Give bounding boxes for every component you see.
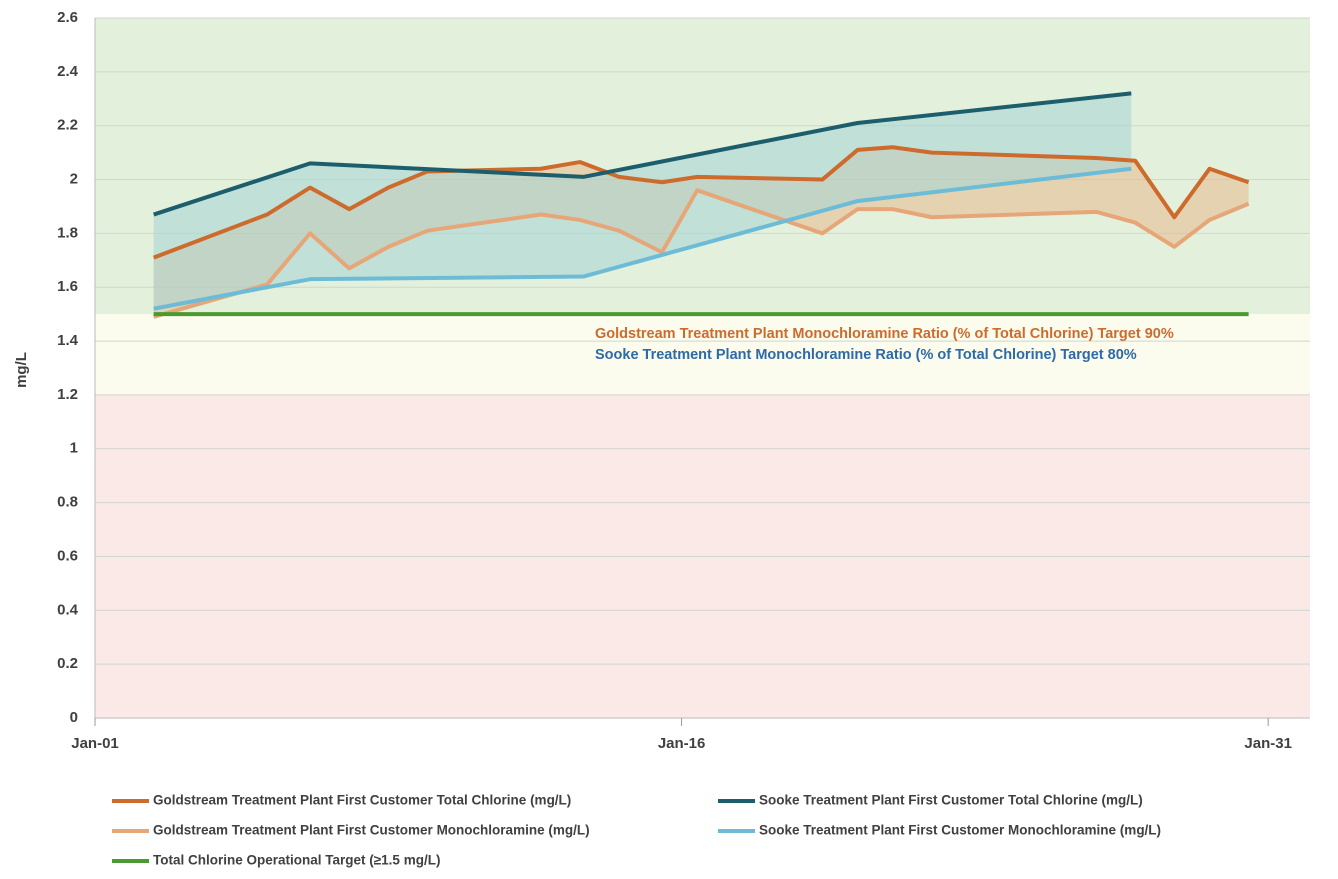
annotation: Sooke Treatment Plant Monochloramine Rat… xyxy=(595,347,1137,363)
y-tick-label: 1.2 xyxy=(57,386,78,403)
series-line xyxy=(152,145,1250,260)
legend-label: Sooke Treatment Plant First Customer Mon… xyxy=(759,823,1161,838)
x-tick-label: Jan-16 xyxy=(658,735,706,752)
y-tick-label: 2.6 xyxy=(57,9,78,26)
y-tick-label: 0.6 xyxy=(57,547,78,564)
y-tick-label: 1.6 xyxy=(57,278,78,295)
y-tick-label: 2.4 xyxy=(57,63,79,80)
x-tick-label: Jan-01 xyxy=(71,735,119,752)
y-tick-label: 0.8 xyxy=(57,494,78,511)
y-tick-label: 0.4 xyxy=(57,601,79,618)
y-tick-label: 2 xyxy=(70,171,78,188)
legend-label: Sooke Treatment Plant First Customer Tot… xyxy=(759,793,1143,808)
annotation: Goldstream Treatment Plant Monochloramin… xyxy=(595,326,1174,342)
y-tick-label: 1.4 xyxy=(57,332,79,349)
y-tick-label: 2.2 xyxy=(57,117,78,134)
series-line xyxy=(153,91,1132,217)
y-tick-label: 1.8 xyxy=(57,224,78,241)
legend-label: Goldstream Treatment Plant First Custome… xyxy=(153,793,571,808)
series-line xyxy=(153,188,1250,319)
background-band xyxy=(95,314,1310,395)
y-tick-label: 0 xyxy=(70,709,78,726)
legend-label: Total Chlorine Operational Target (≥1.5 … xyxy=(153,853,440,868)
series-line xyxy=(153,166,1132,311)
y-axis-label: mg/L xyxy=(13,352,30,388)
x-tick-label: Jan-31 xyxy=(1244,735,1292,752)
y-tick-label: 0.2 xyxy=(57,655,78,672)
legend-label: Goldstream Treatment Plant First Custome… xyxy=(153,823,590,838)
y-tick-label: 1 xyxy=(70,440,78,457)
